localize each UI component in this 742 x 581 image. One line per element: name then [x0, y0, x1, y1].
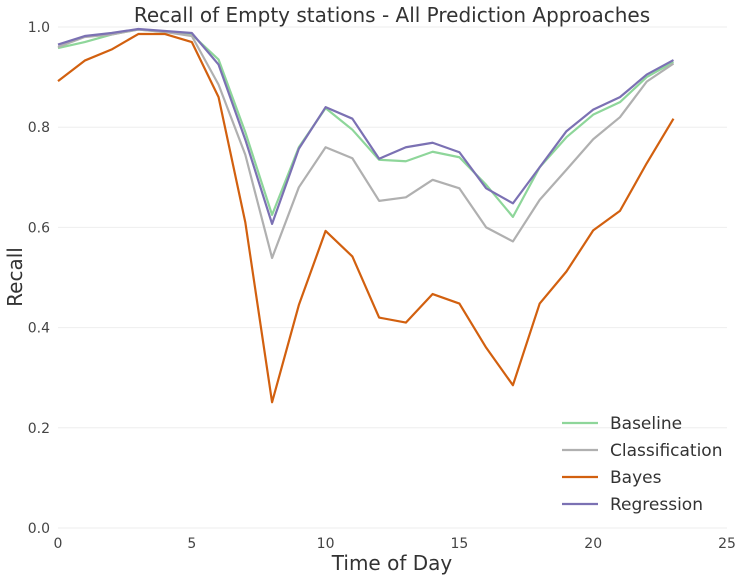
legend: Baseline Classification Bayes Regression — [562, 414, 722, 515]
legend-label-classification: Classification — [610, 441, 722, 461]
y-axis-title: Recall — [3, 247, 27, 307]
x-tick-label: 15 — [450, 536, 468, 552]
y-axis-ticks: 0.0 0.2 0.4 0.6 0.8 1.0 — [28, 20, 50, 537]
y-tick-label: 0.8 — [28, 120, 50, 136]
x-tick-label: 5 — [187, 536, 196, 552]
legend-label-bayes: Bayes — [610, 468, 662, 488]
y-tick-label: 1.0 — [28, 20, 50, 36]
y-tick-label: 0.0 — [28, 521, 50, 537]
legend-label-regression: Regression — [610, 495, 703, 515]
grid-layer — [58, 26, 727, 529]
series-line-regression — [57, 27, 675, 225]
x-axis-ticks: 0 5 10 15 20 25 — [54, 536, 736, 552]
x-tick-label: 0 — [54, 536, 63, 552]
x-tick-label: 25 — [718, 536, 736, 552]
series-layer — [57, 27, 675, 404]
y-tick-label: 0.6 — [28, 220, 50, 236]
legend-label-baseline: Baseline — [610, 414, 682, 434]
series-line-baseline — [57, 28, 675, 218]
y-tick-label: 0.4 — [28, 321, 50, 337]
x-axis-title: Time of Day — [331, 551, 453, 575]
chart-title: Recall of Empty stations - All Predictio… — [134, 3, 650, 27]
x-tick-label: 20 — [584, 536, 602, 552]
series-line-bayes — [57, 32, 675, 404]
y-tick-label: 0.2 — [28, 421, 50, 437]
x-tick-label: 10 — [317, 536, 335, 552]
